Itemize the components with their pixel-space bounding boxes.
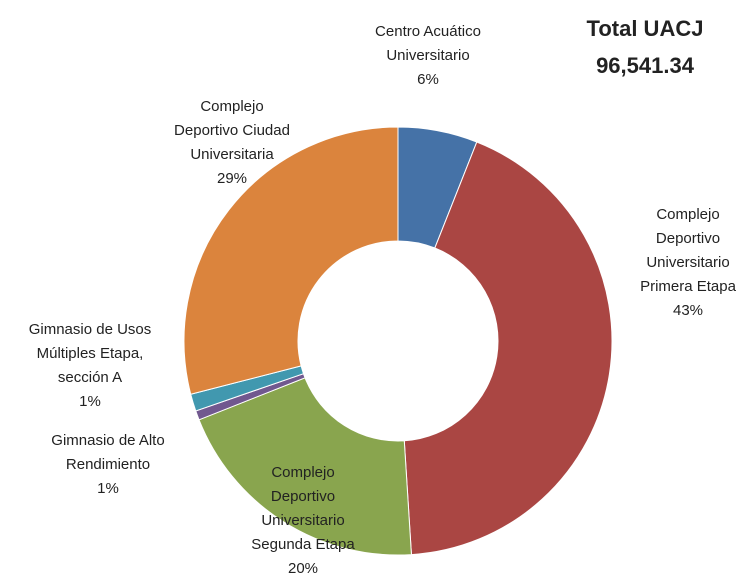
value-label: 29% [217,170,247,187]
category-label: Gimnasio de Alto Rendimiento [51,432,164,473]
chart-title: Total UACJ [587,16,704,41]
category-label: Gimnasio de Usos Múltiples Etapa, sección … [29,321,152,386]
value-label: 20% [288,560,318,577]
chart-subtitle: 96,541.34 [596,53,695,78]
value-label: 6% [417,71,439,88]
category-label: Complejo Deportivo Universitario Primera Et… [640,206,737,295]
value-label: 43% [673,302,703,319]
value-label: 1% [97,480,119,497]
donut-slice [198,377,412,556]
value-label: 1% [79,393,101,410]
category-label: Complejo Deportivo Universitario Segunda Et… [251,464,355,553]
donut-slice [183,126,399,395]
category-label: Complejo Deportivo Ciudad Universitaria [174,98,290,163]
donut-slice [403,141,613,556]
category-label: Centro Acuático Universitario [375,23,481,64]
